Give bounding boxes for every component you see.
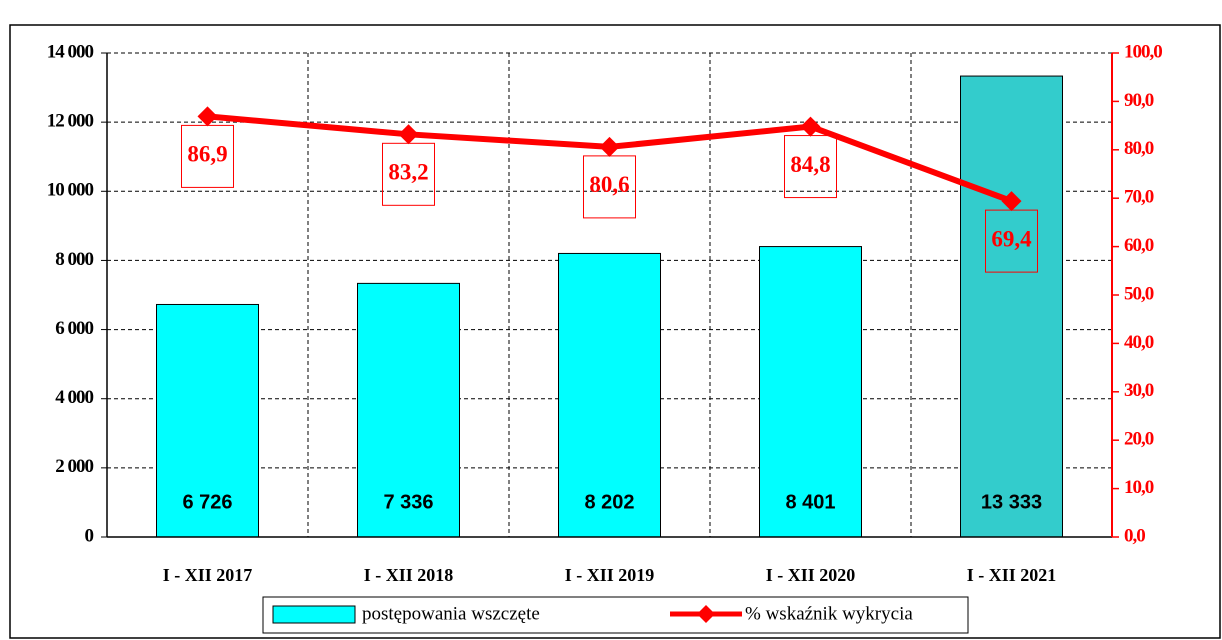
line-value-label: 69,4 <box>991 226 1032 251</box>
value-label-box <box>784 135 837 199</box>
x-tick-label: I - XII 2017 <box>163 565 253 585</box>
y2-tick-label: 80,0 <box>1124 138 1154 159</box>
x-tick-label: I - XII 2019 <box>565 565 655 585</box>
bar-value-label: 8 401 <box>785 491 835 513</box>
x-tick-label: I - XII 2021 <box>967 565 1057 585</box>
y2-tick-label: 90,0 <box>1124 90 1154 111</box>
value-label-box <box>382 142 435 206</box>
bar <box>558 252 661 538</box>
legend-box <box>262 596 969 634</box>
y-tick-label: 8 000 <box>55 249 93 270</box>
bar-value-label: 8 202 <box>584 491 634 513</box>
y2-tick-label: 20,0 <box>1124 429 1154 450</box>
y2-tick-label: 70,0 <box>1124 187 1154 208</box>
value-label-box <box>985 209 1038 273</box>
y2-tick-label: 40,0 <box>1124 332 1154 353</box>
y-tick-label: 12 000 <box>47 111 94 132</box>
line-value-label: 83,2 <box>388 160 428 185</box>
bar-value-label: 13 333 <box>981 491 1042 513</box>
x-tick-label: I - XII 2018 <box>364 565 454 585</box>
legend-label: % wskaźnik wykrycia <box>745 603 913 624</box>
y-tick-label: 10 000 <box>47 180 94 201</box>
value-label-box <box>583 155 636 219</box>
y2-tick-label: 60,0 <box>1124 235 1154 256</box>
legend-label: postępowania wszczęte <box>362 603 540 624</box>
line-value-label: 86,9 <box>187 142 227 167</box>
legend-swatch <box>272 605 356 624</box>
y2-tick-label: 0,0 <box>1124 525 1145 546</box>
y2-tick-label: 50,0 <box>1124 283 1154 304</box>
y2-tick-label: 100,0 <box>1124 41 1162 62</box>
y-tick-label: 4 000 <box>55 387 93 408</box>
line-value-label: 80,6 <box>589 172 629 197</box>
line-value-label: 84,8 <box>790 152 830 177</box>
y-tick-label: 0 <box>85 525 94 546</box>
y-tick-label: 2 000 <box>55 456 93 477</box>
x-tick-label: I - XII 2020 <box>766 565 856 585</box>
value-label-box <box>181 124 234 188</box>
y-tick-label: 14 000 <box>47 41 94 62</box>
y-tick-label: 6 000 <box>55 318 93 339</box>
bar <box>960 75 1063 538</box>
bar <box>156 303 259 538</box>
bar-value-label: 6 726 <box>182 491 232 513</box>
line-marker <box>197 106 218 127</box>
bar-value-label: 7 336 <box>383 491 433 513</box>
line-marker <box>800 116 821 137</box>
bar <box>759 246 862 538</box>
legend-marker <box>697 605 715 623</box>
y2-tick-label: 10,0 <box>1124 477 1154 498</box>
line-marker <box>398 124 419 145</box>
y2-tick-label: 30,0 <box>1124 380 1154 401</box>
line-marker <box>599 136 620 157</box>
line-marker <box>1001 191 1022 212</box>
